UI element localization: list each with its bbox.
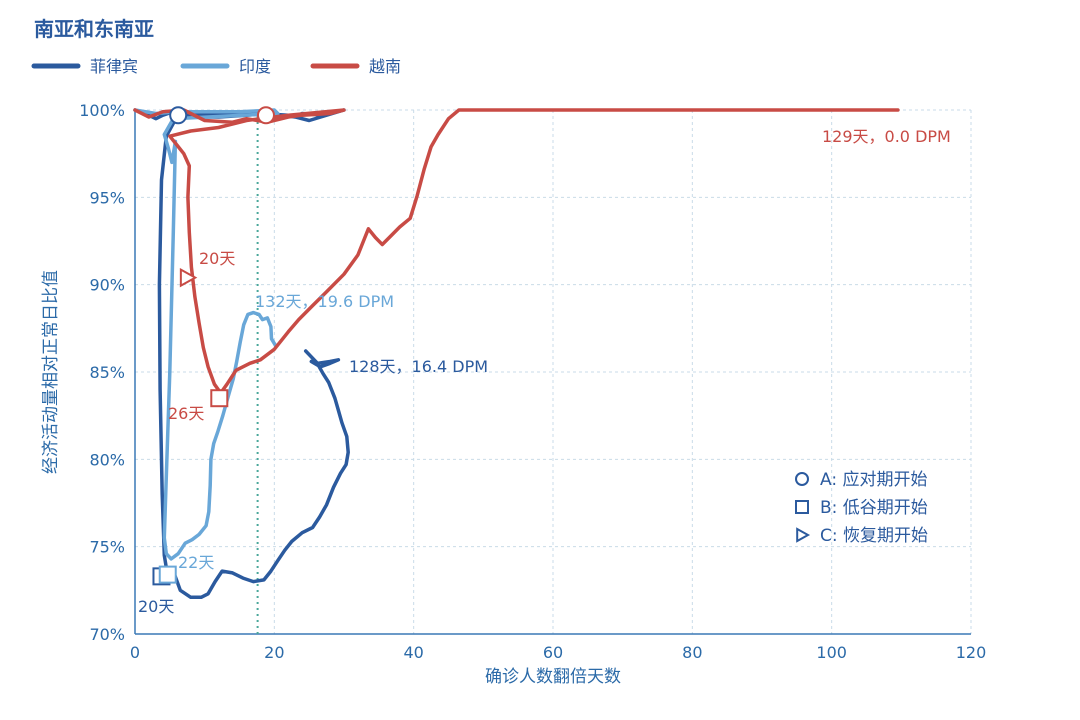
triangle-legend-icon [796, 527, 811, 543]
annotations: 20天 22天 26天 20天 128天，16.4 DPM 132天，19.6 DPM 12… [138, 127, 951, 616]
circle-legend-icon [795, 472, 809, 486]
y-tick-label: 75% [89, 538, 125, 557]
x-tick-label: 120 [956, 643, 987, 662]
tick-labels: 0 20 40 60 80 100 120 70% 75% 80% 85% 90% 95% 100% [79, 101, 986, 662]
marker-label: 26天 [168, 404, 204, 423]
marker-legend-label: B: 低谷期开始 [820, 498, 928, 518]
phase-markers [152, 106, 275, 586]
y-tick-label: 70% [89, 625, 125, 644]
x-tick-label: 80 [682, 643, 702, 662]
marker-legend: A: 应对期开始 B: 低谷期开始 C: 恢复期开始 [795, 470, 928, 546]
x-tick-label: 100 [816, 643, 847, 662]
x-tick-label: 0 [130, 643, 140, 662]
series-line [133, 108, 900, 395]
legend-label: 菲律宾 [90, 57, 138, 76]
grid [135, 109, 972, 634]
y-tick-label: 95% [89, 188, 125, 207]
y-axis-label: 经济活动量相对正常日比值 [41, 270, 61, 474]
x-tick-label: 60 [543, 643, 563, 662]
circle-marker [169, 106, 188, 125]
legend-label: 越南 [369, 57, 401, 76]
x-tick-label: 20 [264, 643, 284, 662]
y-tick-label: 100% [79, 101, 125, 120]
chart-title: 南亚和东南亚 [34, 17, 154, 41]
marker-label: 20天 [138, 597, 174, 616]
y-tick-label: 85% [89, 363, 125, 382]
triangle-marker [179, 267, 198, 288]
series-end-label: 132天，19.6 DPM [255, 292, 394, 311]
marker-label: 20天 [199, 249, 235, 268]
circle-marker [256, 106, 275, 125]
marker-legend-label: A: 应对期开始 [820, 470, 927, 490]
square-marker [210, 389, 229, 408]
series-legend: 菲律宾 印度 越南 [31, 57, 401, 76]
marker-legend-label: C: 恢复期开始 [820, 526, 928, 546]
series-lines [133, 108, 900, 600]
legend-label: 印度 [239, 57, 271, 76]
y-tick-label: 80% [89, 450, 125, 469]
x-tick-label: 40 [403, 643, 423, 662]
series-line [133, 108, 280, 561]
x-axis-label: 确诊人数翻倍天数 [485, 667, 621, 687]
series-end-label: 129天，0.0 DPM [822, 127, 951, 146]
axes [134, 110, 971, 635]
y-tick-label: 90% [89, 276, 125, 295]
marker-label: 22天 [178, 553, 214, 572]
square-marker [158, 565, 177, 584]
square-legend-icon [795, 500, 809, 514]
series-end-label: 128天，16.4 DPM [349, 357, 488, 376]
series-line [133, 108, 350, 600]
